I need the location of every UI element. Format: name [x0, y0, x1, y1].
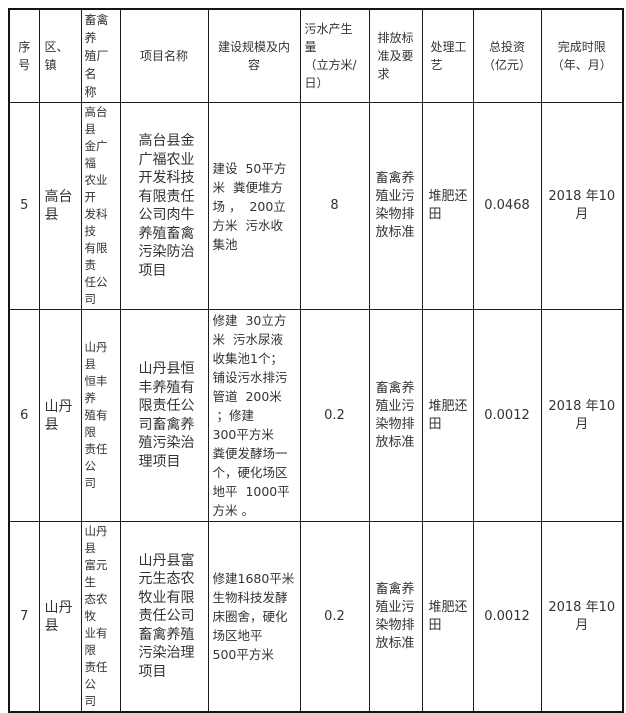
header-row: 序 号 区、 镇 畜禽养 殖厂名 称 项目名称 建设规模及内 容 污水产生 量 …: [8, 8, 624, 103]
cell-sewage-volume: 8: [299, 102, 370, 310]
cell-completion-deadline: 2018 年10 月: [540, 102, 624, 310]
header-sewage-volume: 污水产生 量 （立方米/ 日）: [299, 8, 370, 103]
cell-scale-content: 修建 30立方 米 污水尿液 收集池1个； 铺设污水排污 管道 200米 ；修建…: [207, 309, 301, 522]
header-discharge-standard: 排放标 准及要 求: [368, 8, 423, 103]
cell-total-investment: 0.0012: [472, 521, 542, 713]
cell-treatment-process: 堆肥还 田: [421, 309, 474, 522]
cell-scale-content: 修建1680平米 生物科技发酵 床圈舍，硬化 场区地平 500平方米: [207, 521, 301, 713]
cell-scale-content: 建设 50平方 米 粪便堆方 场 ， 200立 方米 污水收 集池: [207, 102, 301, 310]
cell-completion-deadline: 2018 年10 月: [540, 309, 624, 522]
cell-project-name: 山丹县富 元生态农 牧业有限 责任公司 畜禽养殖 污染治理 项目: [119, 521, 209, 713]
header-district-town: 区、 镇: [38, 8, 82, 103]
cell-project-name: 高台县金 广福农业 开发科技 有限责任 公司肉牛 养殖畜禽 污染防治 项目: [119, 102, 209, 310]
cell-discharge-standard: 畜禽养 殖业污 染物排 放标准: [368, 102, 423, 310]
header-total-investment: 总投资 （亿元）: [472, 8, 542, 103]
cell-farm-name: 高台县 金广福 农业开 发科技 有限责 任公司: [80, 102, 121, 310]
cell-treatment-process: 堆肥还 田: [421, 521, 474, 713]
cell-treatment-process: 堆肥还 田: [421, 102, 474, 310]
cell-sewage-volume: 0.2: [299, 309, 370, 522]
header-completion-deadline: 完成时限 （年、月）: [540, 8, 624, 103]
table-row-6: 6 山丹 县 山丹县 恒丰养 殖有限 责任公 司 山丹县恒 丰养殖有 限责任公 …: [8, 309, 624, 522]
cell-sewage-volume: 0.2: [299, 521, 370, 713]
header-serial-number: 序 号: [8, 8, 40, 103]
cell-completion-deadline: 2018 年10 月: [540, 521, 624, 713]
cell-project-name: 山丹县恒 丰养殖有 限责任公 司畜禽养 殖污染治 理项目: [119, 309, 209, 522]
cell-serial-number: 6: [8, 309, 40, 522]
header-farm-name: 畜禽养 殖厂名 称: [80, 8, 121, 103]
table-row-7: 7 山丹 县 山丹县 富元生 态农牧 业有限 责任公 司 山丹县富 元生态农 牧…: [8, 521, 624, 713]
cell-farm-name: 山丹县 富元生 态农牧 业有限 责任公 司: [80, 521, 121, 713]
cell-district-town: 山丹 县: [38, 309, 82, 522]
cell-district-town: 高台 县: [38, 102, 82, 310]
table-row-5: 5 高台 县 高台县 金广福 农业开 发科技 有限责 任公司 高台县金 广福农业…: [8, 102, 624, 310]
cell-discharge-standard: 畜禽养 殖业污 染物排 放标准: [368, 309, 423, 522]
cell-discharge-standard: 畜禽养 殖业污 染物排 放标准: [368, 521, 423, 713]
header-scale-content: 建设规模及内 容: [207, 8, 301, 103]
cell-serial-number: 7: [8, 521, 40, 713]
cell-farm-name: 山丹县 恒丰养 殖有限 责任公 司: [80, 309, 121, 522]
header-project-name: 项目名称: [119, 8, 209, 103]
cell-total-investment: 0.0468: [472, 102, 542, 310]
header-treatment-process: 处理工 艺: [421, 8, 474, 103]
cell-district-town: 山丹 县: [38, 521, 82, 713]
livestock-pollution-projects-table: 序 号 区、 镇 畜禽养 殖厂名 称 项目名称 建设规模及内 容 污水产生 量 …: [8, 8, 624, 713]
cell-total-investment: 0.0012: [472, 309, 542, 522]
cell-serial-number: 5: [8, 102, 40, 310]
